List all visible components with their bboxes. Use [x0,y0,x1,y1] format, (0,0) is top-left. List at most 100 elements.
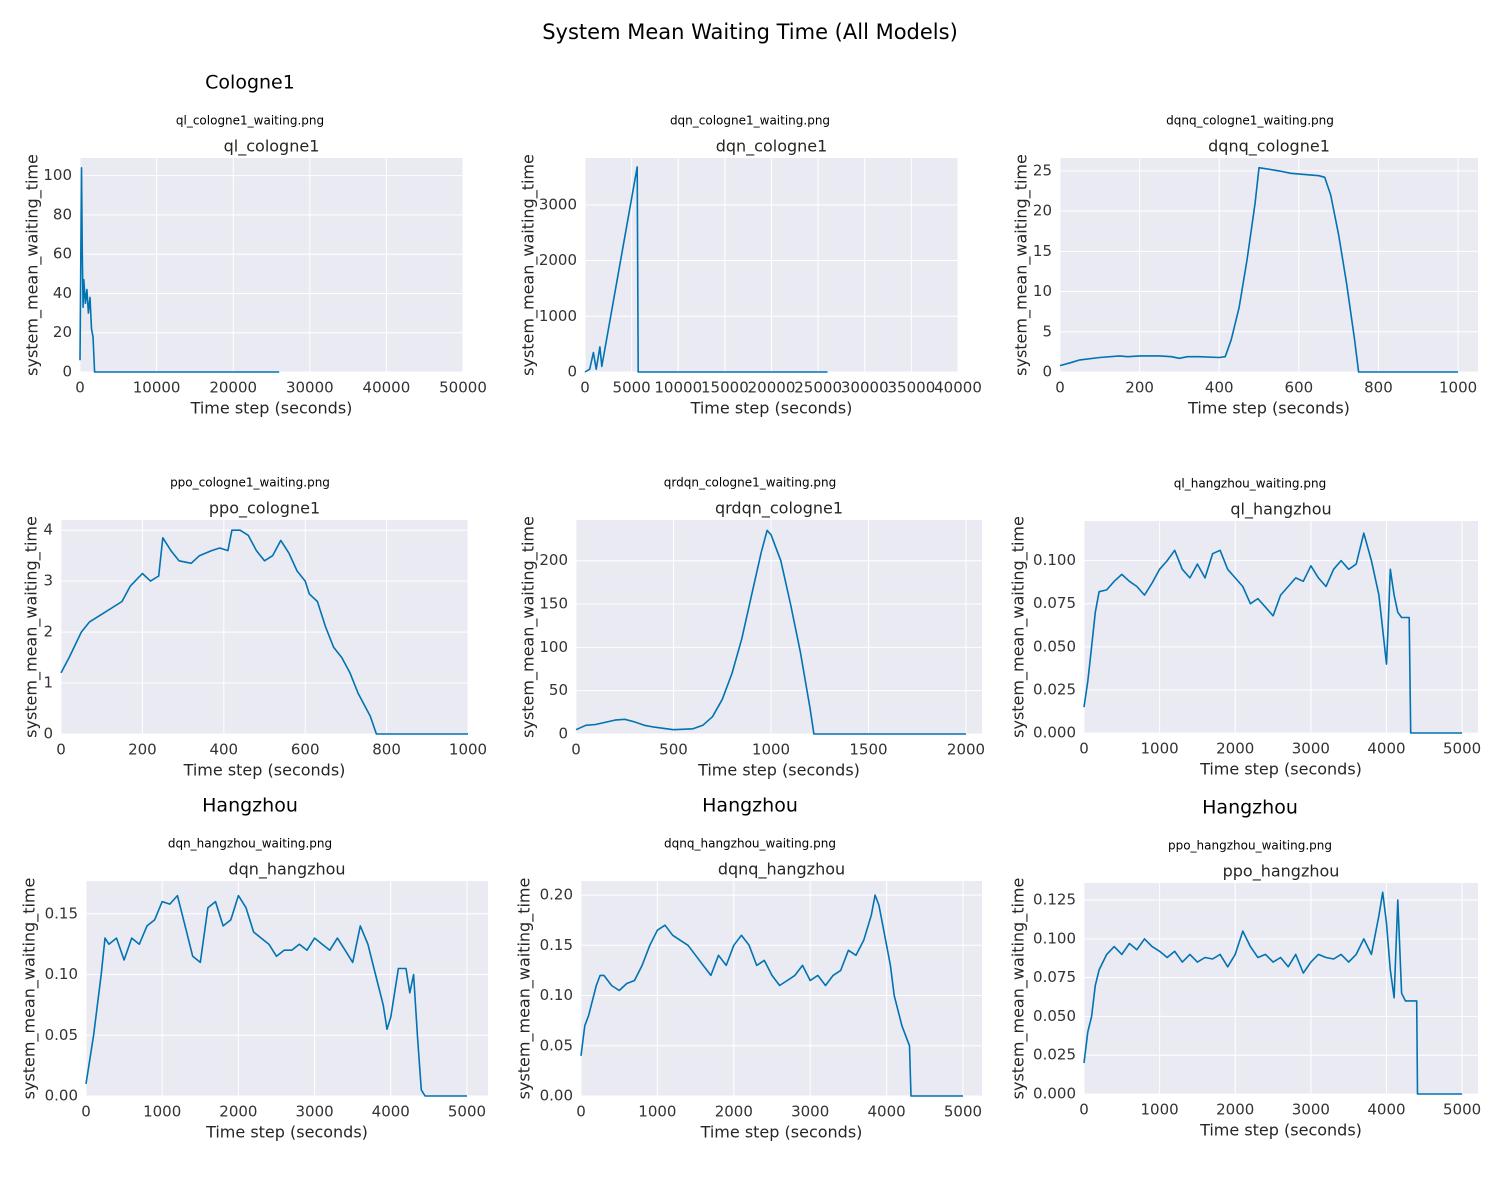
x-tick-label: 0 [75,379,85,397]
x-tick-label: 5000 [944,1103,982,1121]
y-tick-label: 0.100 [1033,551,1076,569]
y-tick-label: 3000 [539,195,577,213]
x-tick-label: 1000 [1141,1101,1179,1119]
image-caption: dqnq_hangzhou_waiting.png [664,837,836,851]
x-tick-label: 1500 [849,741,887,759]
y-tick-label: 0.050 [1033,637,1076,655]
y-tick-label: 0.075 [1033,594,1076,612]
x-tick-label: 800 [1364,379,1393,397]
data-line [575,529,966,735]
plot-area [1060,158,1478,372]
x-tick-label: 10000 [133,379,181,397]
y-tick-label: 0.20 [540,886,573,904]
x-tick-label: 3000 [1292,1101,1330,1119]
x-tick-label: 3000 [295,1103,333,1121]
y-tick-label: 0.15 [45,904,78,922]
x-axis-label: Time step (seconds) [1199,1121,1362,1140]
subplot-title: ql_hangzhou [1230,500,1331,520]
x-tick-label: 5000 [1443,740,1481,758]
x-tick-label: 20000 [748,379,796,397]
subplot: dqnq_cologne1_waiting.png dqnq_cologne1 0 5… [1012,114,1478,418]
x-tick-label: 2000 [947,741,985,759]
x-tick-label: 800 [372,741,401,759]
y-tick-label: 80 [53,205,72,223]
plot-area [1084,883,1478,1094]
y-axis-label: system_mean_waiting_time [519,154,539,376]
y-axis-label: system_mean_waiting_time [20,878,40,1100]
subplot: ql_hangzhou_waiting.pngql_hangzhou0.0000… [1009,477,1482,779]
y-axis-label: system_mean_waiting_time [515,878,535,1100]
plot-area [61,520,468,734]
y-tick-label: 20 [1033,202,1052,220]
y-tick-label: 10 [1033,282,1052,300]
x-tick-label: 30000 [286,379,334,397]
y-axis-label: system_mean_waiting_time [22,516,42,738]
x-axis-label: Time step (seconds) [690,399,853,418]
x-tick-label: 4000 [867,1103,905,1121]
subplot: ppo_cologne1_waiting.png ppo_cologne1 0 1 2 3… [22,476,488,780]
y-tick-label: 0.00 [540,1087,573,1105]
x-tick-label: 3000 [791,1103,829,1121]
section-label: Hangzhou [702,795,798,817]
x-tick-label: 0 [576,1103,586,1121]
x-tick-label: 0 [571,741,581,759]
x-axis-label: Time step (seconds) [697,761,860,780]
y-tick-label: 0.025 [1033,680,1076,698]
x-tick-label: 40000 [934,379,982,397]
image-caption: dqnq_cologne1_waiting.png [1166,114,1334,128]
subplot-title: ql_cologne1 [224,137,320,157]
y-tick-label: 0.075 [1033,968,1076,986]
x-tick-label: 5000 [1443,1101,1481,1119]
y-tick-label: 0.000 [1033,724,1076,742]
subplot-title: qrdqn_cologne1 [715,499,843,519]
x-axis-label: Time step (seconds) [205,1123,368,1142]
x-tick-label: 2000 [1216,740,1254,758]
x-tick-label: 2000 [715,1103,753,1121]
x-tick-label: 0 [81,1103,91,1121]
subplot: Hangzhou dqn_hangzhou_waiting.png dqn_hang… [20,795,488,1142]
x-tick-label: 0 [1055,379,1065,397]
y-tick-label: 0.125 [1033,891,1076,909]
subplot: dqn_cologne1_waiting.png dqn_cologne1 0 100… [519,114,982,418]
y-axis-label: system_mean_waiting_time [1009,516,1029,738]
x-tick-label: 4000 [372,1103,410,1121]
x-tick-label: 25000 [794,379,842,397]
x-axis-label: Time step (seconds) [1187,399,1350,418]
y-tick-label: 4 [43,521,53,539]
image-caption: dqn_hangzhou_waiting.png [168,837,332,851]
x-tick-label: 0 [1079,1101,1089,1119]
subplot-title: dqnq_cologne1 [1208,137,1330,157]
y-tick-label: 40 [53,284,72,302]
subplot-title: dqnq_hangzhou [718,860,845,880]
plot-area [576,520,982,734]
data-line [1059,166,1459,373]
y-axis-label: system_mean_waiting_time [1009,878,1029,1100]
section-label: Cologne1 [205,72,295,94]
x-tick-label: 0 [56,741,66,759]
data-line [584,166,828,373]
y-tick-label: 100 [43,166,72,184]
x-tick-label: 4000 [1367,1101,1405,1119]
y-tick-label: 0.05 [540,1036,573,1054]
data-line [60,529,468,735]
x-tick-label: 400 [1205,379,1234,397]
data-line [1083,532,1463,734]
x-tick-label: 15000 [701,379,749,397]
y-tick-label: 2 [43,623,53,641]
data-line [79,167,280,373]
figure-title: System Mean Waiting Time (All Models) [542,20,958,44]
x-tick-label: 10000 [654,379,702,397]
x-tick-label: 2000 [219,1103,257,1121]
y-tick-label: 150 [539,595,568,613]
y-tick-label: 0.00 [45,1087,78,1105]
data-line [85,894,467,1097]
y-tick-label: 0 [62,363,72,381]
x-tick-label: 500 [659,741,688,759]
image-caption: ql_cologne1_waiting.png [176,114,324,128]
x-tick-label: 600 [291,741,320,759]
y-tick-label: 0 [558,725,568,743]
y-tick-label: 15 [1033,242,1052,260]
x-tick-label: 4000 [1367,740,1405,758]
subplot: Cologne1 ql_cologne1_waiting.png ql_cologn… [23,72,487,418]
